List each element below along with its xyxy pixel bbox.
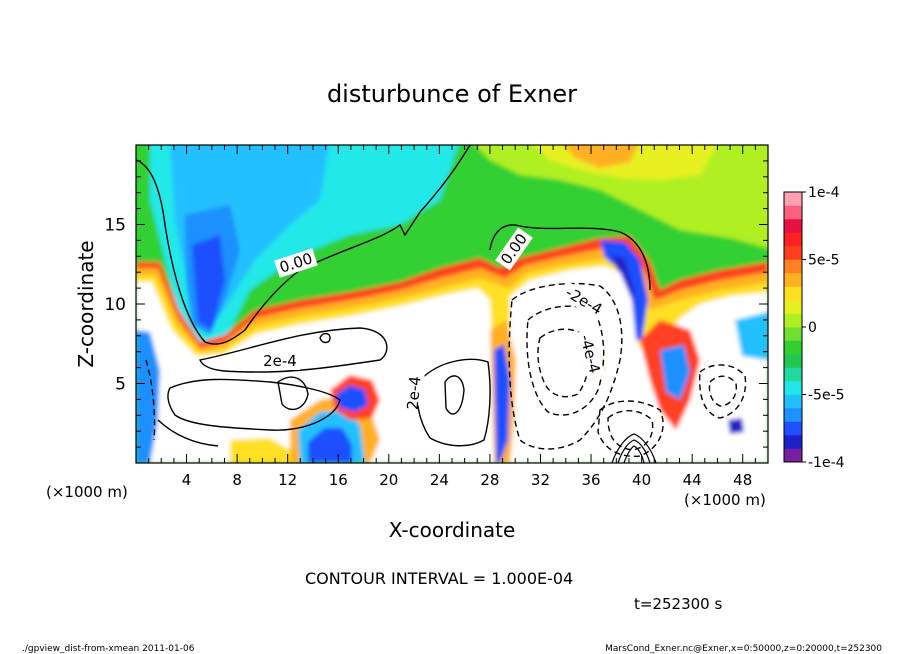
- contour-label-2e4-a: 2e-4: [263, 352, 297, 370]
- colorbar-bin: [784, 300, 802, 314]
- colorbar-bin: [784, 232, 802, 247]
- colorbar-bin: [784, 421, 802, 436]
- x-tick-label: 8: [232, 471, 242, 489]
- field-out-of-range-left: [136, 282, 500, 463]
- colorbar-bin: [784, 259, 802, 274]
- colorbar-bin: [784, 286, 802, 301]
- colorbar-bin: [784, 381, 802, 395]
- colorbar-bin: [784, 408, 802, 422]
- colorbar-bin: [784, 192, 802, 206]
- colorbar-bin: [784, 354, 802, 368]
- x-tick-label: 16: [329, 471, 348, 489]
- contour-label-2e4-b: 2e-4: [404, 375, 425, 410]
- colorbar-label: 1e-4: [808, 185, 840, 201]
- colorbar-bin: [784, 273, 802, 287]
- colorbar-bin: [784, 340, 802, 355]
- colorbar-label: -1e-4: [808, 455, 845, 471]
- x-tick-label: 20: [379, 471, 398, 489]
- x-tick-label: 4: [182, 471, 192, 489]
- x-axis-label: X-coordinate: [389, 518, 516, 542]
- colorbar: 1e-4 5e-5 0 -5e-5 -1e-4: [783, 185, 845, 471]
- colorbar-bin: [784, 367, 802, 382]
- colorbar-bin: [784, 435, 802, 449]
- colorbar-bin: [784, 219, 802, 233]
- y-tick-label: 5: [115, 375, 126, 395]
- x-unit-right: (×1000 m): [684, 491, 766, 509]
- contour-zero-right: [489, 224, 651, 291]
- plot-area: [136, 145, 768, 463]
- time-label: t=252300 s: [634, 595, 722, 613]
- contour-zero-left: [136, 145, 471, 345]
- y-axis-label: Z-coordinate: [74, 240, 98, 367]
- colorbar-bin: [784, 394, 802, 409]
- y-tick-label: 10: [104, 295, 126, 315]
- x-tick-label: 12: [278, 471, 297, 489]
- x-tick-label: 28: [480, 471, 499, 489]
- x-tick-label: 36: [581, 471, 600, 489]
- field-out-of-range-center: [510, 266, 768, 463]
- x-tick-label: 48: [733, 471, 752, 489]
- y-axis: 5 10 15: [104, 160, 768, 448]
- x-axis: 4 8 12 16 20 24 28 32 36 40 44 48: [148, 145, 756, 489]
- colorbar-label: 0: [808, 320, 817, 336]
- footer-right: MarsCond_Exner.nc@Exner,x=0:50000,z=0:20…: [605, 644, 882, 654]
- contour-lines: [136, 145, 651, 447]
- colorbar-bin: [784, 246, 802, 260]
- x-unit-left: (×1000 m): [46, 483, 128, 501]
- x-tick-label: 40: [632, 471, 651, 489]
- chart-title: disturbunce of Exner: [327, 80, 577, 108]
- colorbar-bin: [784, 205, 802, 220]
- x-tick-label: 32: [531, 471, 550, 489]
- colorbar-label: -5e-5: [808, 388, 845, 404]
- x-tick-label: 24: [430, 471, 449, 489]
- colorbar-bin: [784, 327, 802, 341]
- footer-left: ./gpview_dist-from-xmean 2011-01-06: [22, 644, 195, 654]
- colorbar-bin: [784, 313, 802, 328]
- y-tick-label: 15: [104, 216, 126, 236]
- colorbar-label: 5e-5: [808, 253, 839, 269]
- x-tick-label: 44: [683, 471, 702, 489]
- contour-interval: CONTOUR INTERVAL = 1.000E-04: [305, 569, 573, 588]
- colorbar-bin: [784, 448, 802, 463]
